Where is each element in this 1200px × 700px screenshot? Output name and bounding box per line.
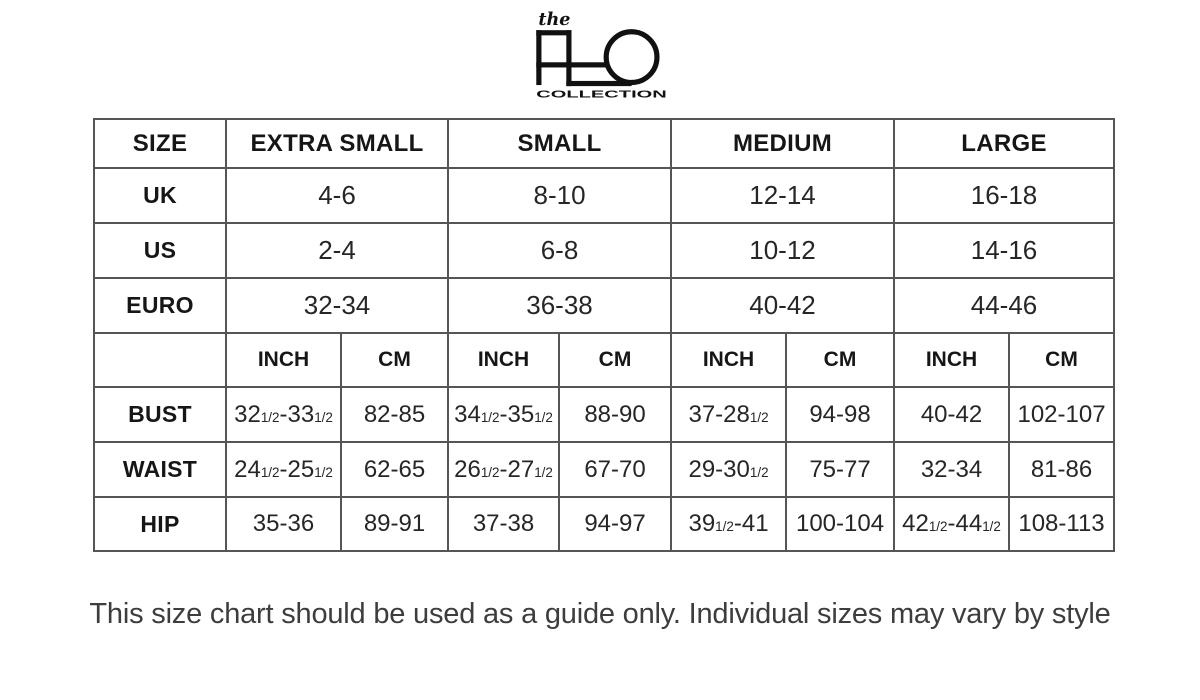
table-row-us: US 2-4 6-8 10-12 14-16 — [93, 222, 1116, 279]
measurement-value-cell: 391/2-41 — [670, 496, 788, 552]
brand-logo: the COLLECTION — [0, 0, 1200, 104]
measurement-value-cell: 108-113 — [1008, 496, 1116, 552]
region-row-label-euro: EURO — [93, 277, 227, 334]
size-value-cell: 36-38 — [447, 277, 673, 334]
measurement-value-cell: 37-38 — [447, 496, 561, 552]
unit-header-cm: CM — [339, 332, 450, 388]
size-column-header-m: MEDIUM — [670, 118, 896, 169]
unit-header-cm: CM — [558, 332, 673, 388]
size-value-cell: 6-8 — [447, 222, 673, 279]
table-row-header: SIZE EXTRA SMALL SMALL MEDIUM LARGE — [93, 118, 1116, 169]
table-row-uk: UK 4-6 8-10 12-14 16-18 — [93, 167, 1116, 224]
size-value-cell: 12-14 — [670, 167, 896, 224]
logo-feo-letterform — [535, 29, 660, 87]
table-row-waist: WAIST 241/2-251/2 62-65 261/2-271/2 67-7… — [93, 441, 1116, 498]
unit-header-inch: INCH — [447, 332, 561, 388]
measurement-value-cell: 67-70 — [558, 441, 673, 498]
unit-header-cm: CM — [785, 332, 896, 388]
size-value-cell: 16-18 — [893, 167, 1116, 224]
logo-the-script: the — [538, 9, 570, 30]
region-row-label-uk: UK — [93, 167, 227, 224]
measurement-value-cell: 321/2-331/2 — [225, 386, 342, 443]
measurement-value-cell: 102-107 — [1008, 386, 1116, 443]
region-row-label-us: US — [93, 222, 227, 279]
table-row-bust: BUST 321/2-331/2 82-85 341/2-351/2 88-90… — [93, 386, 1116, 443]
measurement-value-cell: 341/2-351/2 — [447, 386, 561, 443]
table-row-hip: HIP 35-36 89-91 37-38 94-97 391/2-41 100… — [93, 496, 1116, 552]
guide-disclaimer-text: This size chart should be used as a guid… — [89, 598, 1111, 630]
size-value-cell: 2-4 — [224, 222, 450, 279]
measurement-value-cell: 94-97 — [558, 496, 673, 552]
measurement-value-cell: 81-86 — [1008, 441, 1116, 498]
measurement-value-cell: 35-36 — [225, 496, 342, 552]
logo-collection-wordmark: COLLECTION — [536, 90, 667, 101]
measurement-value-cell: 75-77 — [785, 441, 896, 498]
size-chart-table: SIZE EXTRA SMALL SMALL MEDIUM LARGE UK 4… — [93, 118, 1116, 552]
size-value-cell: 40-42 — [670, 277, 896, 334]
unit-header-inch: INCH — [225, 332, 342, 388]
measurement-row-label-waist: WAIST — [93, 441, 227, 498]
size-value-cell: 10-12 — [670, 222, 896, 279]
unit-header-inch: INCH — [670, 332, 788, 388]
measurement-row-label-bust: BUST — [93, 386, 227, 443]
measurement-value-cell: 82-85 — [339, 386, 450, 443]
measurement-value-cell: 241/2-251/2 — [225, 441, 342, 498]
measurement-value-cell: 40-42 — [893, 386, 1011, 443]
unit-header-inch: INCH — [893, 332, 1011, 388]
measurement-value-cell: 100-104 — [785, 496, 896, 552]
corner-header-size: SIZE — [93, 118, 227, 169]
unit-header-cm: CM — [1008, 332, 1116, 388]
measurement-value-cell: 29-301/2 — [670, 441, 788, 498]
size-value-cell: 14-16 — [893, 222, 1116, 279]
size-column-header-xs: EXTRA SMALL — [224, 118, 450, 169]
table-row-euro: EURO 32-34 36-38 40-42 44-46 — [93, 277, 1116, 334]
measurement-value-cell: 88-90 — [558, 386, 673, 443]
size-value-cell: 4-6 — [224, 167, 450, 224]
size-column-header-s: SMALL — [447, 118, 673, 169]
blank-cell — [93, 332, 227, 388]
measurement-value-cell: 32-34 — [893, 441, 1011, 498]
measurement-value-cell: 421/2-441/2 — [893, 496, 1011, 552]
feo-logo-icon: the COLLECTION — [535, 9, 667, 101]
measurement-row-label-hip: HIP — [93, 496, 227, 552]
measurement-value-cell: 89-91 — [339, 496, 450, 552]
measurement-value-cell: 94-98 — [785, 386, 896, 443]
size-value-cell: 8-10 — [447, 167, 673, 224]
size-column-header-l: LARGE — [893, 118, 1116, 169]
measurement-value-cell: 62-65 — [339, 441, 450, 498]
measurement-value-cell: 261/2-271/2 — [447, 441, 561, 498]
measurement-value-cell: 37-281/2 — [670, 386, 788, 443]
size-value-cell: 44-46 — [893, 277, 1116, 334]
size-value-cell: 32-34 — [224, 277, 450, 334]
table-row-units: INCH CM INCH CM INCH CM INCH CM — [93, 332, 1116, 388]
